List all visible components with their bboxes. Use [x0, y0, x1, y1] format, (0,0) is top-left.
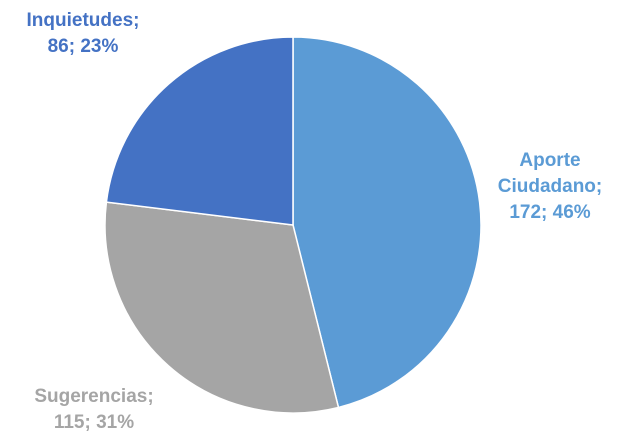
pie-slice-inquietudes	[105, 36, 294, 226]
data-label-aporte-ciudadano: Aporte Ciudadano; 172; 46%	[490, 148, 610, 226]
data-label-sugerencias: Sugerencias; 115; 31%	[14, 384, 174, 436]
data-label-line: 86; 23%	[47, 36, 119, 57]
pie-slice-sugerencias	[104, 201, 340, 414]
data-label-line: Aporte	[519, 150, 581, 171]
data-label-line: Ciudadano;	[497, 176, 603, 197]
data-label-line: 115; 31%	[53, 412, 135, 433]
pie-slice-aporte-ciudadano	[292, 36, 482, 409]
data-label-line: Sugerencias;	[34, 386, 154, 407]
data-label-line: 172; 46%	[509, 202, 591, 223]
data-label-line: Inquietudes;	[26, 10, 140, 31]
data-label-inquietudes: Inquietudes; 86; 23%	[0, 8, 166, 60]
